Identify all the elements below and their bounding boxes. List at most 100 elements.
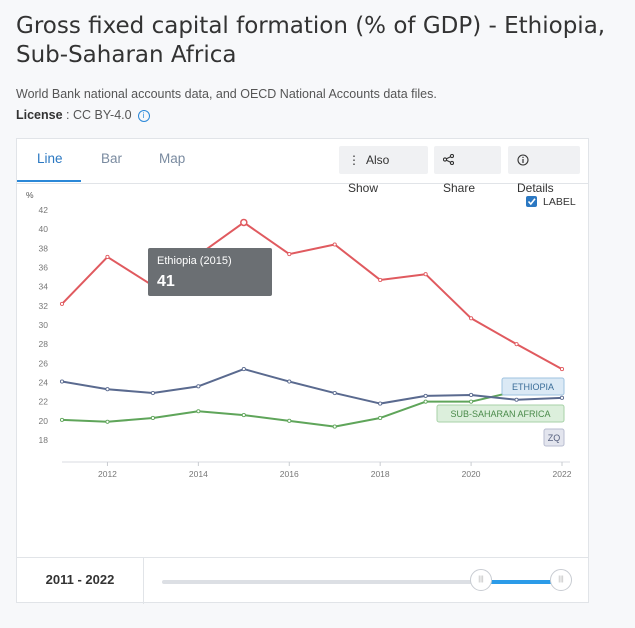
y-tick-label: 24 [39, 378, 49, 388]
data-point[interactable] [469, 399, 474, 404]
info-circle-icon [517, 146, 529, 174]
y-tick-label: 42 [39, 205, 49, 215]
tooltip-value: 41 [157, 273, 175, 290]
data-point[interactable] [423, 399, 428, 404]
y-axis: % 18 20 22 24 26 28 30 32 34 36 38 40 42 [26, 190, 48, 445]
more-vertical-icon: ⋮ [348, 153, 360, 167]
y-axis-unit: % [26, 190, 34, 200]
tab-map[interactable]: Map [159, 151, 186, 166]
source-text: World Bank national accounts data, and O… [16, 87, 437, 101]
tooltip-title: Ethiopia (2015) [157, 255, 232, 267]
x-tick-label: 2018 [371, 469, 390, 479]
x-tick-label: 2014 [189, 469, 208, 479]
series-line [61, 368, 563, 405]
data-point[interactable] [332, 424, 337, 429]
tooltip-box [148, 248, 272, 296]
series-line [61, 221, 563, 370]
tab-line[interactable]: Line [37, 151, 63, 166]
info-icon[interactable]: i [137, 110, 150, 122]
label-checkbox[interactable] [526, 196, 537, 207]
also-show-label: Also Show [348, 153, 390, 195]
data-point[interactable] [514, 397, 519, 402]
data-point[interactable] [105, 419, 110, 424]
details-label: Details [517, 181, 554, 195]
series-layer [59, 218, 565, 429]
data-point[interactable] [378, 415, 383, 421]
license-line: License : CC BY-4.0 i [16, 108, 150, 122]
page-title: Gross fixed capital formation (% of GDP)… [16, 13, 606, 68]
check-icon [527, 198, 536, 206]
x-axis: 2012 2014 2016 2018 2020 2022 [62, 461, 572, 479]
series-label-text: ZQ [548, 433, 561, 443]
also-show-button[interactable]: ⋮ Also Show [339, 146, 428, 195]
data-point[interactable] [196, 409, 201, 414]
y-tick-label: 30 [39, 320, 49, 330]
series-label-box [543, 428, 565, 447]
data-point[interactable] [240, 218, 248, 227]
chart-card: Line Bar Map ⋮ Also Show Share Details % 1… [16, 138, 589, 604]
data-point[interactable] [378, 401, 383, 406]
data-point[interactable] [150, 415, 155, 421]
active-tab-indicator [17, 180, 81, 182]
data-point[interactable] [196, 384, 201, 389]
y-tick-label: 28 [39, 339, 49, 349]
data-point[interactable] [287, 252, 292, 257]
data-point[interactable] [332, 390, 337, 396]
license-label: License [16, 108, 63, 122]
label-toggle[interactable]: LABEL [526, 196, 576, 208]
data-point[interactable] [241, 413, 246, 418]
data-point[interactable] [378, 277, 383, 283]
x-tick-label: 2022 [553, 469, 572, 479]
license-value: : CC BY-4.0 [62, 108, 132, 122]
range-label: 2011 - 2022 [17, 558, 144, 604]
data-point[interactable] [241, 367, 246, 372]
range-start-handle[interactable]: ||| [470, 569, 492, 591]
data-point[interactable] [150, 390, 155, 396]
y-tick-label: 38 [39, 243, 49, 253]
x-tick-label: 2020 [462, 469, 481, 479]
data-point[interactable] [59, 301, 65, 306]
y-tick-label: 40 [39, 224, 49, 234]
data-point[interactable] [423, 272, 428, 277]
details-button[interactable]: Details [508, 146, 580, 195]
y-tick-label: 26 [39, 358, 49, 368]
tab-bar[interactable]: Bar [101, 151, 123, 166]
share-button[interactable]: Share [434, 146, 501, 195]
data-point[interactable] [332, 242, 337, 247]
chart-tabbar: Line Bar Map ⋮ Also Show Share Details [17, 139, 588, 195]
data-point[interactable] [423, 393, 428, 398]
series-labels-layer: ETHIOPIA SUB-SAHARAN AFRICA ZQ [436, 377, 565, 447]
x-tick-label: 2012 [98, 469, 117, 479]
range-footer: 2011 - 2022 ||| ||| [17, 557, 588, 604]
y-tick-label: 36 [39, 263, 49, 273]
y-tick-label: 20 [39, 416, 49, 426]
y-tick-label: 22 [39, 397, 49, 407]
data-point[interactable] [105, 254, 110, 260]
data-point[interactable] [59, 417, 65, 422]
x-tick-label: 2016 [280, 469, 299, 479]
series-label-box [501, 377, 565, 396]
data-point[interactable] [469, 392, 474, 398]
data-point[interactable] [559, 395, 565, 400]
share-label: Share [443, 181, 476, 195]
y-tick-label: 32 [39, 301, 49, 311]
data-point[interactable] [287, 418, 292, 423]
data-point[interactable] [287, 379, 292, 384]
data-point[interactable] [59, 379, 65, 384]
series-label-box [436, 404, 565, 423]
data-point[interactable] [559, 367, 565, 372]
range-slider-fill [481, 580, 561, 584]
label-toggle-text: LABEL [543, 196, 576, 208]
y-tick-label: 18 [39, 435, 49, 445]
y-tick-label: 34 [39, 282, 49, 292]
chart-tooltip: Ethiopia (2015) 41 [148, 248, 272, 296]
series-label-text: SUB-SAHARAN AFRICA [450, 409, 550, 419]
data-point[interactable] [105, 387, 110, 392]
share-icon [442, 146, 455, 174]
data-point[interactable] [514, 342, 519, 347]
series-label-text: ETHIOPIA [512, 382, 554, 392]
data-point[interactable] [469, 316, 474, 321]
range-end-handle[interactable]: ||| [550, 569, 572, 591]
range-slider-track[interactable] [162, 580, 561, 584]
